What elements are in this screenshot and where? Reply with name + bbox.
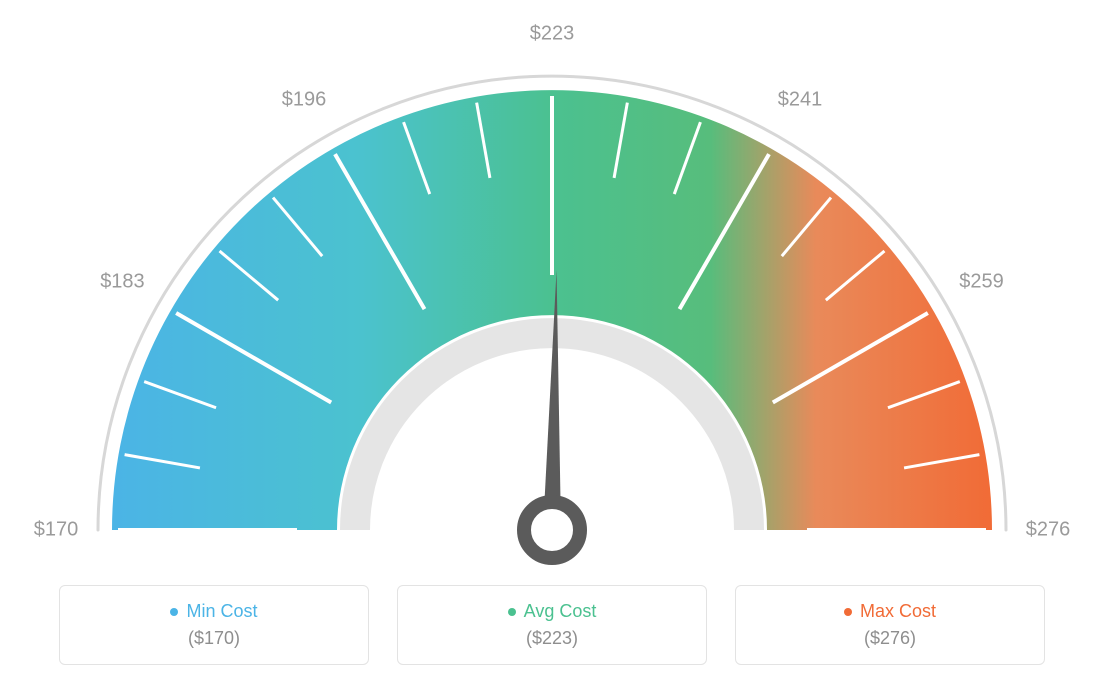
gauge-tick-label: $259: [959, 271, 1004, 294]
legend-label: Min Cost: [186, 601, 257, 622]
gauge-tick-label: $183: [100, 271, 145, 294]
gauge-tick-label: $276: [1026, 519, 1071, 542]
legend-label: Max Cost: [860, 601, 936, 622]
legend-value: ($223): [526, 628, 578, 649]
legend-card-min: Min Cost ($170): [59, 585, 369, 665]
gauge-tick-label: $241: [778, 89, 823, 112]
legend-label: Avg Cost: [524, 601, 597, 622]
dot-icon: [170, 608, 178, 616]
legend-title-max: Max Cost: [844, 601, 936, 622]
gauge-tick-label: $196: [282, 89, 327, 112]
dot-icon: [508, 608, 516, 616]
legend-title-min: Min Cost: [170, 601, 257, 622]
legend-card-avg: Avg Cost ($223): [397, 585, 707, 665]
legend-value: ($276): [864, 628, 916, 649]
legend-row: Min Cost ($170) Avg Cost ($223) Max Cost…: [0, 585, 1104, 665]
legend-card-max: Max Cost ($276): [735, 585, 1045, 665]
gauge-tick-label: $170: [34, 519, 79, 542]
legend-value: ($170): [188, 628, 240, 649]
gauge-svg: [52, 10, 1052, 570]
gauge-chart: $170 $183 $196 $223 $241 $259 $276: [0, 0, 1104, 560]
gauge-tick-label: $223: [530, 23, 575, 46]
dot-icon: [844, 608, 852, 616]
legend-title-avg: Avg Cost: [508, 601, 597, 622]
